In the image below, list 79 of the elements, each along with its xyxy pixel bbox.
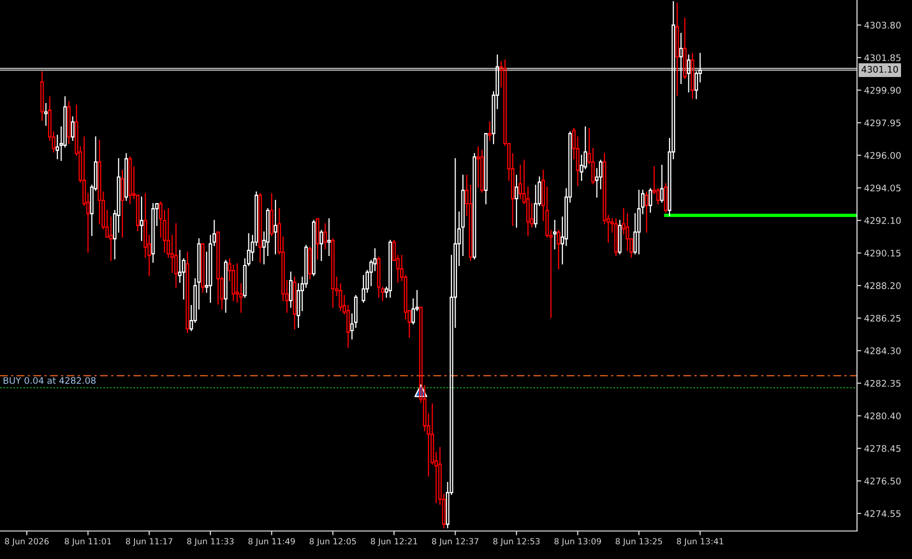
candlestick [388,240,392,298]
candlestick [270,193,274,236]
x-tick-label: 8 Jun 11:01 [64,538,112,546]
candlestick [602,153,606,224]
candlestick [174,223,178,288]
candlestick [686,54,690,92]
y-tick-label: 4303.80 [864,22,901,29]
x-tick-label: 8 Jun 12:53 [493,538,540,546]
candlestick [553,220,556,250]
candlestick [312,220,316,276]
candlestick [480,150,484,193]
candlestick [186,252,190,333]
y-tick-label: 4282.35 [864,380,900,387]
candlestick [637,190,641,254]
candlestick [644,191,648,233]
x-tick-label: 8 Jun 11:33 [187,538,234,546]
x-tick-label: 8 Jun 11:17 [126,538,172,546]
candlestick [484,133,488,204]
y-tick-label: 4288.20 [864,282,901,290]
candlestick [556,230,560,270]
x-tick-label: 8 Jun 11:49 [248,538,295,546]
candlestick [377,256,381,298]
y-tick-label: 4301.85 [864,54,900,62]
x-tick-label: 8 Jun 13:41 [676,538,724,546]
candlestick [690,52,694,100]
x-tick-label: 8 Jun 12:05 [310,538,356,546]
candlestick [618,220,622,254]
candlestick [488,121,492,141]
candlestick [614,218,618,256]
y-tick-label: 4292.10 [864,217,901,224]
y-tick-label: 4296.00 [864,152,901,159]
ref-line-label: 4301.10 [862,66,898,73]
candlestick [128,156,132,204]
y-tick-label: 4280.40 [864,412,901,420]
candlestick [292,276,296,330]
candlestick [67,101,71,144]
y-tick-label: 4297.95 [864,119,900,126]
x-tick-label: 8 Jun 13:25 [616,538,662,546]
candlestick [140,196,144,242]
candlestick [316,218,320,260]
y-tick-label: 4299.90 [864,86,901,94]
y-tick-label: 4284.30 [864,347,901,354]
candlestick [120,170,124,238]
candlestick [70,116,74,141]
y-tick-label: 4286.25 [864,314,900,322]
candlestick [224,260,228,313]
candlestick [660,164,664,203]
candlestick [40,71,44,121]
candlestick [124,153,128,201]
candlestick [472,153,476,260]
candlestick [664,183,668,213]
x-tick-label: 8 Jun 12:37 [432,538,478,546]
candlestick [514,174,518,228]
candlestick [675,2,679,96]
candlestick [258,193,262,263]
y-tick-label: 4274.55 [864,510,900,518]
candlestick [338,283,342,312]
x-tick-label: 8 Jun 2026 [4,538,49,546]
y-tick-label: 4290.15 [864,250,900,257]
candlestick [591,148,595,184]
ref-line-label: BUY 0.04 at 4282.08 [4,377,96,384]
x-tick-label: 8 Jun 12:21 [370,538,418,546]
candlestick [109,216,113,262]
candlestick [151,203,155,263]
candlestick [289,272,293,308]
candlestick [683,18,687,80]
y-tick-label: 4294.05 [864,184,900,192]
candlestick [44,102,48,126]
candlestick [648,188,652,213]
candlestick [201,243,205,293]
candlestick [323,223,327,250]
candlestick [327,218,331,256]
x-tick-label: 8 Jun 13:09 [554,538,601,546]
candlestick [679,32,683,84]
candlestick [331,238,335,308]
y-tick-label: 4276.50 [864,478,901,484]
candlestick [274,200,278,254]
candlestick [320,230,324,262]
y-tick-label: 4278.45 [864,445,900,452]
